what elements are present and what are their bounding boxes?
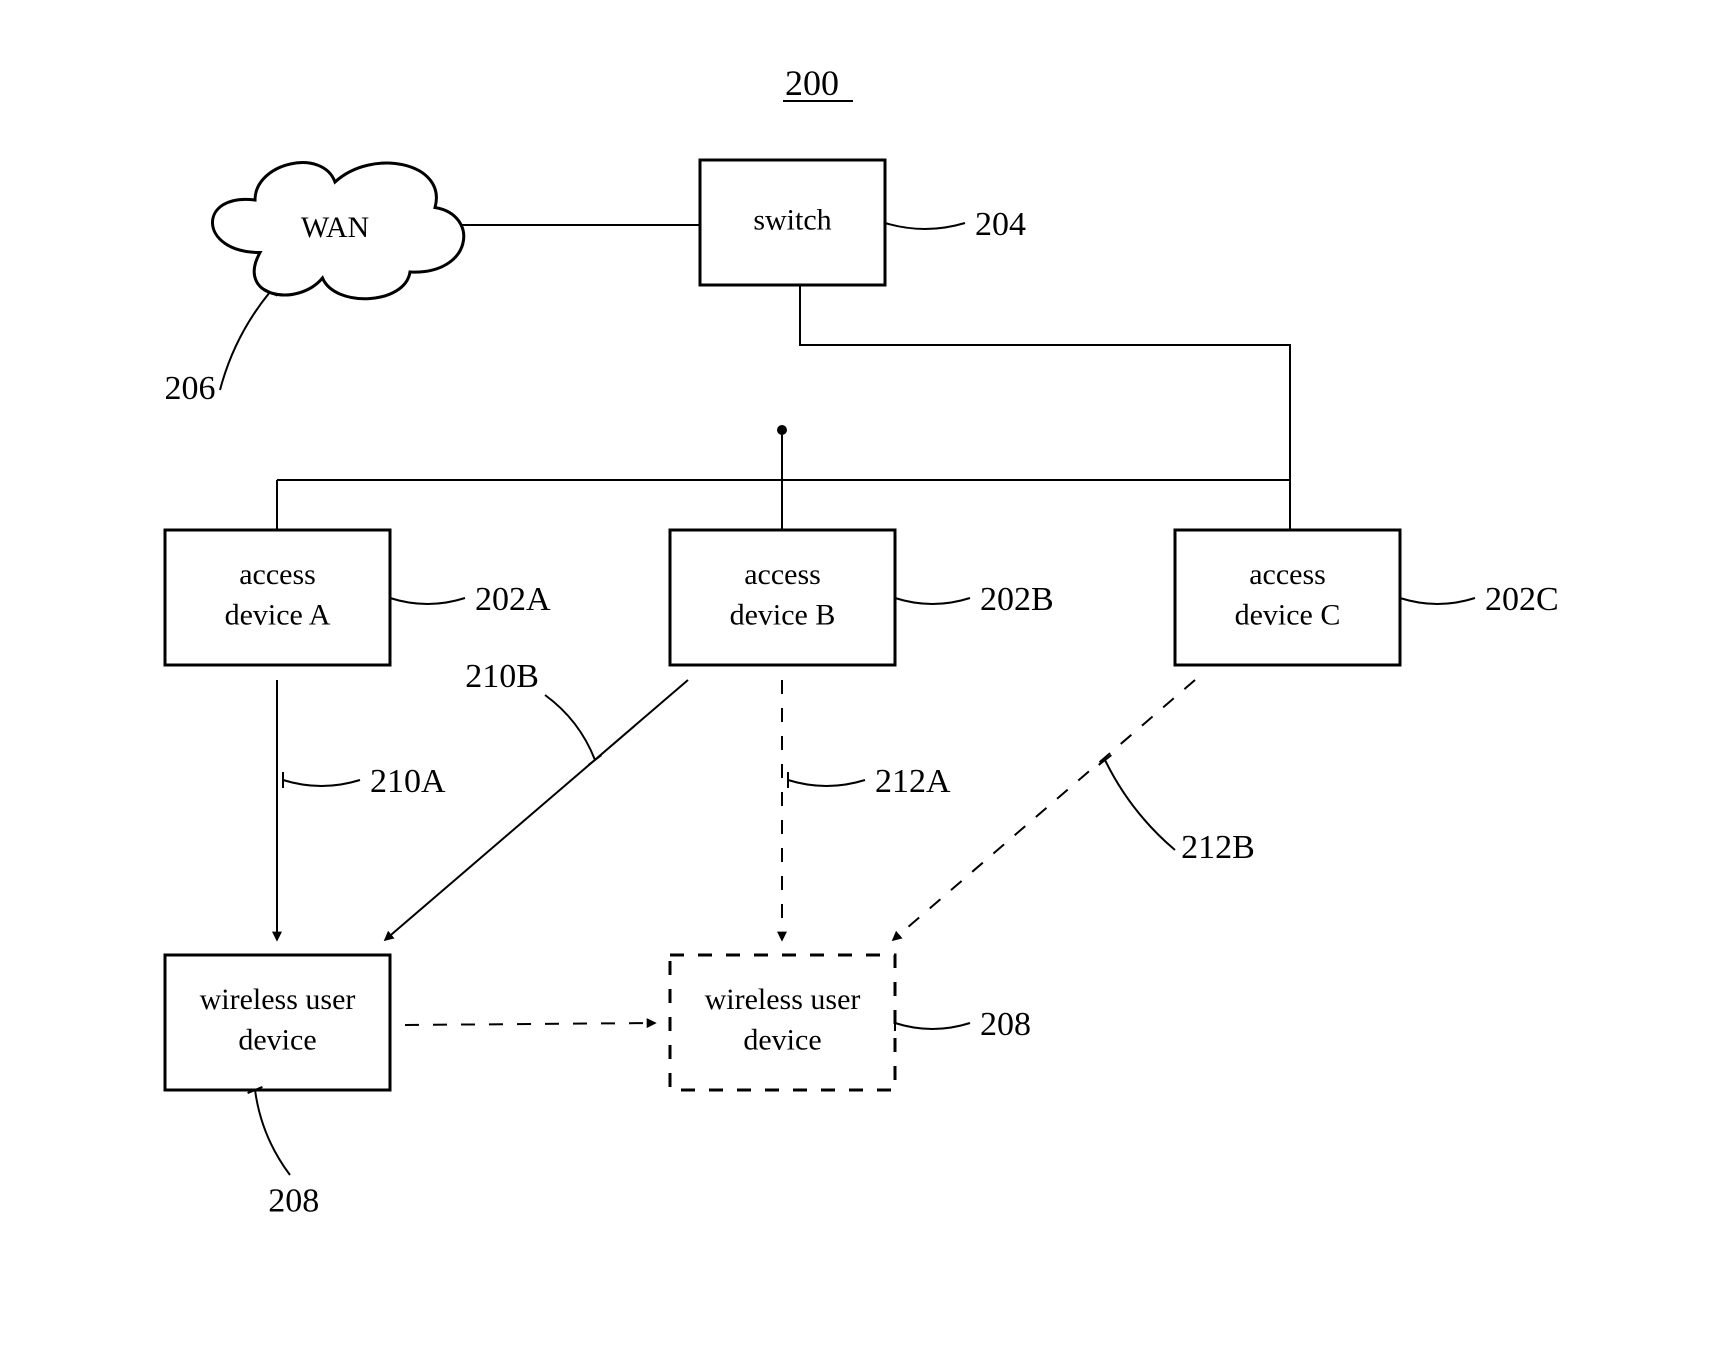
ref-label: 202A	[475, 581, 551, 618]
ref-label: 212A	[875, 763, 951, 800]
node-label: wireless user	[705, 983, 861, 1016]
node-ud1: wireless user device	[165, 955, 390, 1090]
ref-leader	[545, 695, 595, 760]
node-label: access	[239, 558, 316, 591]
edge-210B	[385, 680, 688, 940]
ref-leader	[283, 780, 360, 786]
ref-leader	[255, 1090, 290, 1175]
node-label: device B	[730, 599, 836, 632]
ref-leader	[1400, 598, 1475, 604]
node-label: device C	[1235, 599, 1341, 632]
network-diagram: 200 210A 210B 212A 212B WAN 206 switch 204 access…	[0, 0, 1709, 1350]
ref-leader	[220, 292, 270, 390]
node-label: device	[238, 1024, 316, 1057]
node-apB: access device B	[670, 530, 895, 665]
node-label: device	[743, 1024, 821, 1057]
ref-label: 204	[975, 206, 1026, 243]
figure-number: 200	[785, 63, 839, 103]
ref-label: 210B	[465, 658, 539, 695]
ref-label: 206	[164, 370, 215, 407]
node-label: wireless user	[200, 983, 356, 1016]
ref-label: 210A	[370, 763, 446, 800]
ref-label: 202B	[980, 581, 1054, 618]
edge-212B	[893, 680, 1195, 940]
ref-leader	[390, 598, 465, 604]
node-label: WAN	[301, 211, 369, 244]
node-wan: WAN	[212, 163, 463, 299]
ref-label: 208	[980, 1006, 1031, 1043]
node-label: access	[1249, 558, 1326, 591]
node-switch: switch	[700, 160, 885, 285]
ref-label: 202C	[1485, 581, 1559, 618]
ref-leader	[895, 598, 970, 604]
edge-ud1-ud2	[405, 1023, 655, 1025]
ref-leader	[895, 1023, 970, 1029]
node-ud2: wireless user device	[670, 955, 895, 1090]
node-apC: access device C	[1175, 530, 1400, 665]
node-apA: access device A	[165, 530, 390, 665]
node-label: switch	[753, 203, 831, 236]
ref-leader	[885, 223, 965, 229]
edge-switch-down	[800, 285, 1290, 530]
node-label: access	[744, 558, 821, 591]
ref-label: 212B	[1181, 829, 1255, 866]
ref-label: 208	[268, 1182, 319, 1219]
ref-leader	[788, 780, 865, 786]
ref-leader	[1105, 760, 1175, 850]
node-label: device A	[225, 599, 331, 632]
